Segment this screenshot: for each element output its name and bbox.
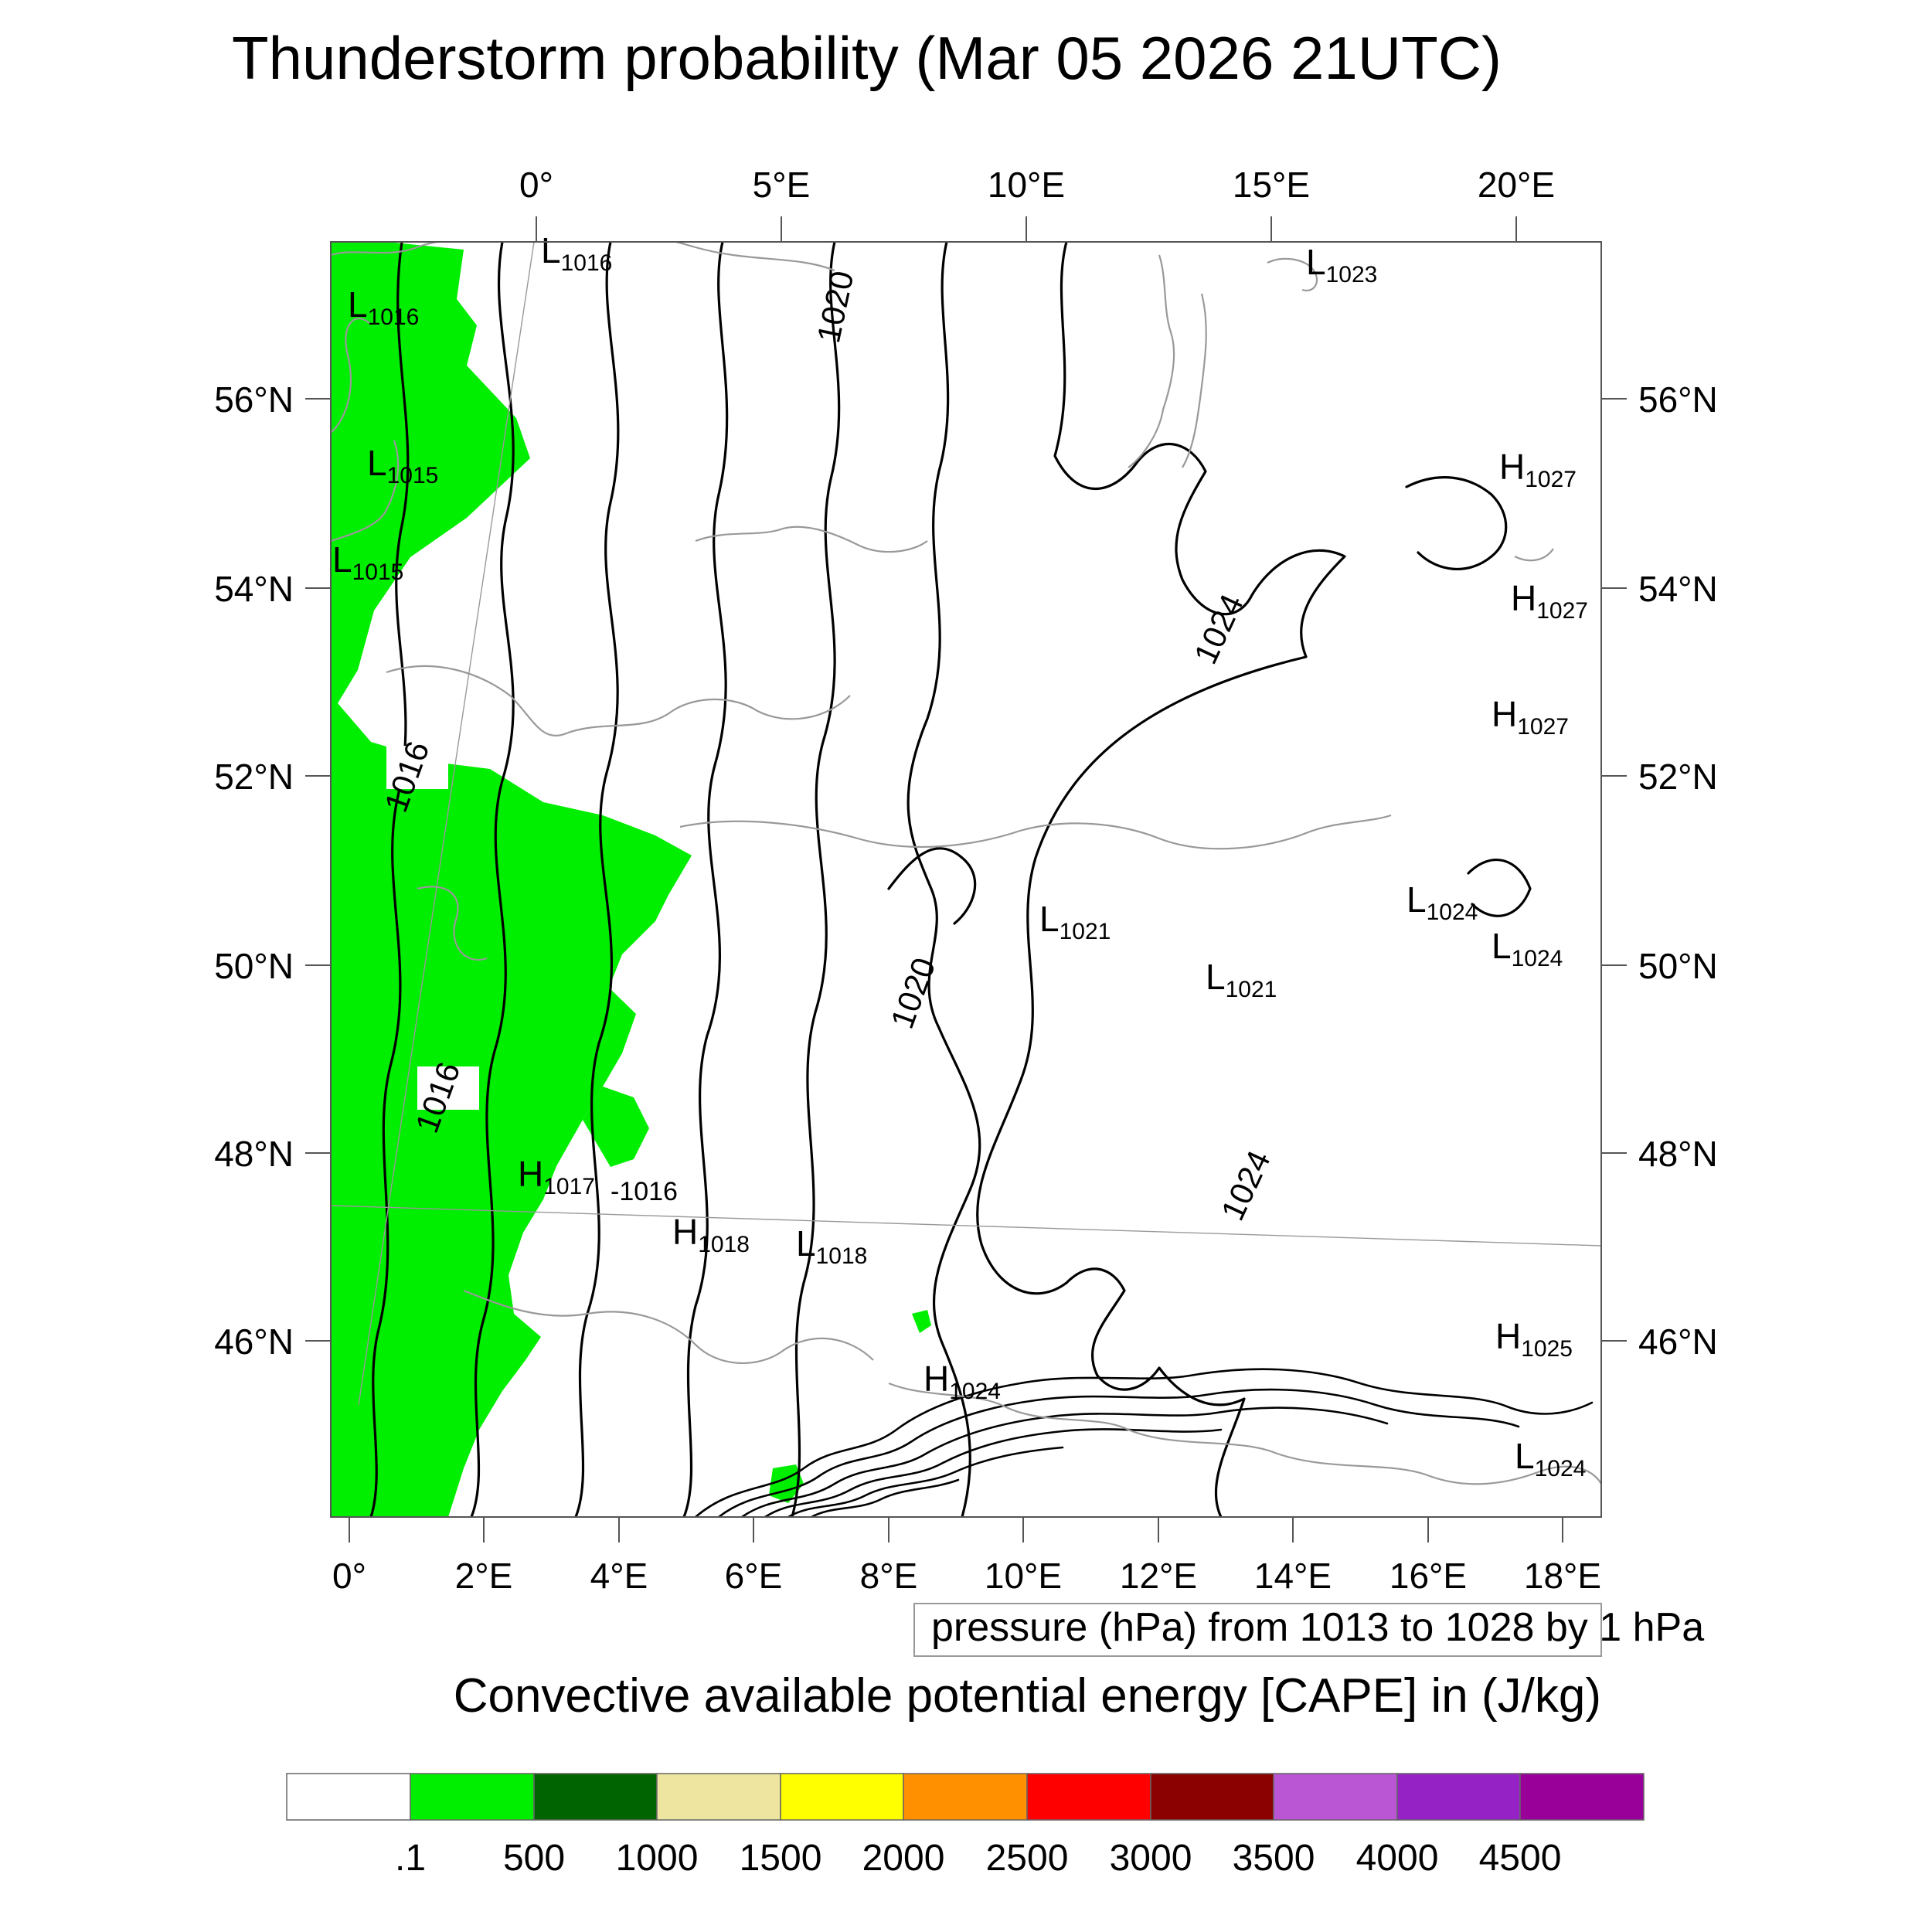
- svg-text:L1018: L1018: [796, 1223, 867, 1269]
- svg-text:4°E: 4°E: [590, 1556, 648, 1596]
- svg-text:48°N: 48°N: [214, 1134, 294, 1174]
- svg-text:1000: 1000: [616, 1838, 699, 1879]
- svg-text:2°E: 2°E: [455, 1556, 513, 1596]
- svg-text:16°E: 16°E: [1389, 1556, 1467, 1596]
- svg-text:8°E: 8°E: [860, 1556, 918, 1596]
- svg-text:500: 500: [503, 1838, 565, 1879]
- svg-text:L1024: L1024: [1515, 1436, 1586, 1481]
- svg-text:50°N: 50°N: [1638, 946, 1718, 986]
- svg-text:1024: 1024: [1214, 1145, 1277, 1226]
- svg-text:Convective available potential: Convective available potential energy [C…: [454, 1669, 1601, 1723]
- svg-text:-1016: -1016: [611, 1177, 678, 1206]
- svg-text:L1023: L1023: [1306, 242, 1377, 287]
- svg-text:1020: 1020: [810, 267, 860, 345]
- svg-text:L1024: L1024: [1492, 926, 1563, 971]
- svg-text:3500: 3500: [1233, 1838, 1315, 1879]
- svg-text:56°N: 56°N: [1638, 379, 1718, 420]
- svg-text:L1016: L1016: [541, 230, 612, 276]
- svg-text:H1024: H1024: [923, 1359, 1001, 1404]
- svg-text:46°N: 46°N: [1638, 1321, 1718, 1362]
- svg-text:2500: 2500: [986, 1838, 1069, 1879]
- svg-text:46°N: 46°N: [214, 1321, 294, 1362]
- svg-text:15°E: 15°E: [1233, 165, 1310, 205]
- svg-text:54°N: 54°N: [214, 569, 294, 609]
- svg-text:pressure (hPa) from 1013 to 10: pressure (hPa) from 1013 to 1028 by 1 hP…: [931, 1605, 1704, 1650]
- svg-text:.1: .1: [395, 1838, 426, 1879]
- svg-text:1500: 1500: [740, 1838, 822, 1879]
- svg-text:54°N: 54°N: [1638, 569, 1718, 609]
- svg-text:14°E: 14°E: [1254, 1556, 1332, 1596]
- svg-text:20°E: 20°E: [1478, 165, 1555, 205]
- svg-text:H1027: H1027: [1511, 578, 1588, 624]
- svg-text:H1027: H1027: [1492, 694, 1569, 740]
- svg-text:0°: 0°: [519, 165, 553, 205]
- svg-text:18°E: 18°E: [1524, 1556, 1601, 1596]
- svg-text:56°N: 56°N: [214, 379, 294, 420]
- svg-text:10°E: 10°E: [985, 1556, 1062, 1596]
- svg-text:52°N: 52°N: [214, 757, 294, 797]
- svg-text:4000: 4000: [1356, 1838, 1439, 1879]
- svg-text:4500: 4500: [1479, 1838, 1562, 1879]
- svg-text:H1027: H1027: [1499, 447, 1577, 492]
- svg-text:L1024: L1024: [1406, 879, 1478, 925]
- svg-text:48°N: 48°N: [1638, 1134, 1718, 1174]
- svg-text:L1021: L1021: [1039, 899, 1111, 944]
- svg-text:6°E: 6°E: [725, 1556, 783, 1596]
- svg-text:H1025: H1025: [1495, 1316, 1573, 1362]
- svg-text:1020: 1020: [883, 953, 942, 1033]
- svg-text:12°E: 12°E: [1120, 1556, 1197, 1596]
- svg-text:0°: 0°: [332, 1556, 366, 1596]
- svg-text:3000: 3000: [1110, 1838, 1192, 1879]
- svg-text:52°N: 52°N: [1638, 757, 1718, 797]
- svg-text:50°N: 50°N: [214, 946, 294, 986]
- svg-text:2000: 2000: [862, 1838, 945, 1879]
- svg-text:10°E: 10°E: [988, 165, 1065, 205]
- svg-text:5°E: 5°E: [753, 165, 811, 205]
- svg-text:L1021: L1021: [1206, 957, 1277, 1002]
